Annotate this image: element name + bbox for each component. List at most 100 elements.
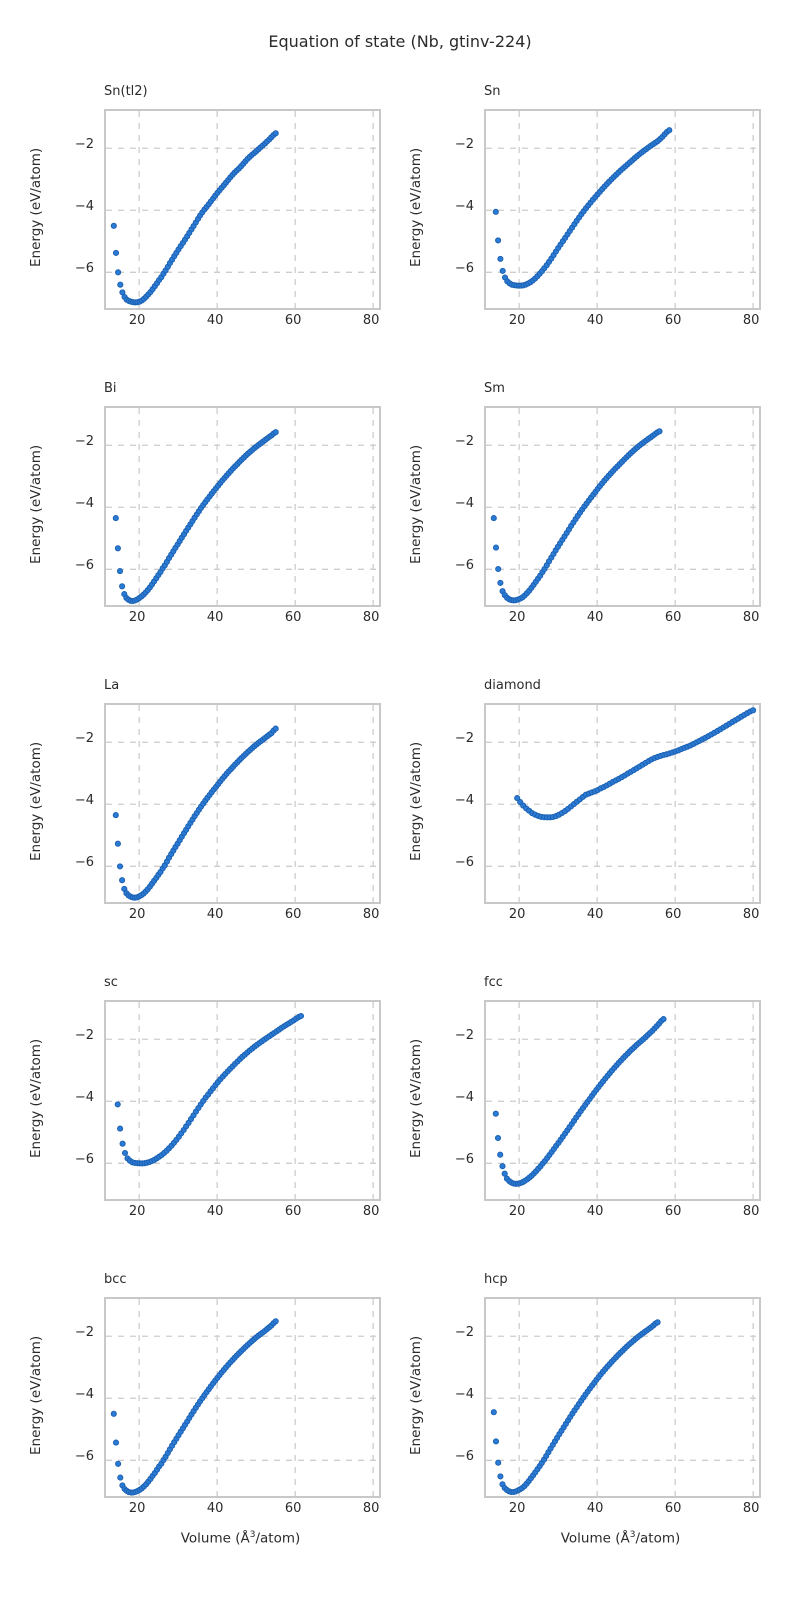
subplot-title: sc — [104, 975, 118, 990]
x-tick-label: 20 — [508, 313, 526, 328]
gridlines — [106, 1002, 379, 1199]
gridlines — [106, 111, 379, 308]
x-tick-label: 60 — [284, 907, 302, 922]
y-tick-label: −2 — [74, 731, 94, 747]
data-points — [114, 1012, 305, 1167]
y-axis-label: Energy (eV/atom) — [28, 741, 44, 862]
x-axis-label-prefix: Volume (Å — [560, 1530, 630, 1547]
x-tick-label: 20 — [128, 610, 146, 625]
plot-body: Energy (eV/atom) −2 −4 −6 — [20, 109, 400, 310]
subplot-title: Sm — [484, 381, 505, 396]
x-tick-label: 80 — [742, 313, 760, 328]
subplot: hcp Energy (eV/atom) −2 −4 −6 20 40 60 80 Vol… — [400, 1269, 780, 1560]
x-axis-label-prefix: Volume (Å — [180, 1530, 250, 1547]
y-tick-label: −6 — [74, 1449, 94, 1465]
data-points — [112, 725, 279, 901]
plot-body: Energy (eV/atom) −2 −4 −6 — [400, 406, 780, 607]
x-tick-label: 60 — [284, 1501, 302, 1516]
plot-area — [484, 109, 761, 310]
x-tick-label: 20 — [508, 1501, 526, 1516]
plot-body: Energy (eV/atom) −2 −4 −6 — [400, 1297, 780, 1498]
x-tick-label: 20 — [508, 610, 526, 625]
x-tick-label: 20 — [128, 1204, 146, 1219]
x-tick-label: 20 — [128, 1501, 146, 1516]
gridlines — [106, 705, 379, 902]
subplot-title: diamond — [484, 678, 541, 693]
plot-body: Energy (eV/atom) −2 −4 −6 — [400, 109, 780, 310]
y-axis-label: Energy (eV/atom) — [28, 444, 44, 565]
x-tick-label: 60 — [664, 313, 682, 328]
data-points — [110, 130, 279, 306]
x-tick-labels: 20 40 60 80 — [20, 306, 400, 336]
y-tick-label: −4 — [74, 793, 94, 809]
x-axis-label: Volume (Å3/atom) — [104, 1524, 377, 1560]
y-tick-label: −2 — [74, 1028, 94, 1044]
x-tick-labels: 20 40 60 80 — [400, 603, 780, 633]
y-tick-label: −2 — [454, 137, 474, 153]
plot-area — [484, 703, 761, 904]
x-tick-label: 60 — [284, 610, 302, 625]
x-tick-label: 80 — [742, 1501, 760, 1516]
subplot-title: fcc — [484, 975, 503, 990]
subplot: diamond Energy (eV/atom) −2 −4 −6 20 40 60 80… — [400, 675, 780, 930]
x-tick-label: 80 — [362, 1204, 380, 1219]
data-points — [490, 428, 663, 604]
y-tick-label: −6 — [74, 855, 94, 871]
y-tick-label: −4 — [454, 199, 474, 215]
plot-area — [104, 406, 381, 607]
y-tick-label: −4 — [454, 1090, 474, 1106]
scatter-plot-svg — [106, 705, 379, 902]
data-points — [112, 429, 279, 605]
gridlines — [486, 1299, 759, 1496]
plot-body: Energy (eV/atom) −2 −4 −6 — [400, 703, 780, 904]
x-axis-label: Volume (Å3/atom) — [484, 1524, 757, 1560]
y-tick-label: −2 — [74, 137, 94, 153]
y-tick-label: −4 — [454, 1387, 474, 1403]
x-tick-label: 80 — [742, 1204, 760, 1219]
scatter-plot-svg — [486, 1002, 759, 1199]
x-tick-labels: 20 40 60 80 — [400, 900, 780, 930]
data-points — [492, 1016, 667, 1187]
x-tick-label: 80 — [742, 610, 760, 625]
plot-body: Energy (eV/atom) −2 −4 −6 — [20, 406, 400, 607]
y-tick-label: −6 — [454, 855, 474, 871]
scatter-plot-svg — [486, 408, 759, 605]
x-tick-label: 80 — [362, 313, 380, 328]
x-tick-label: 20 — [508, 1204, 526, 1219]
x-tick-label: 60 — [284, 1204, 302, 1219]
gridlines — [486, 408, 759, 605]
y-tick-label: −2 — [454, 434, 474, 450]
x-tick-label: 40 — [586, 1204, 604, 1219]
subplot-title: Sn — [484, 84, 501, 99]
x-tick-label: 60 — [664, 1204, 682, 1219]
x-tick-labels: 20 40 60 80 — [400, 306, 780, 336]
scatter-plot-svg — [106, 1299, 379, 1496]
y-tick-label: −6 — [74, 558, 94, 574]
subplot-title: bcc — [104, 1272, 127, 1287]
y-axis-label: Energy (eV/atom) — [28, 147, 44, 268]
x-tick-label: 80 — [362, 610, 380, 625]
y-axis-label: Energy (eV/atom) — [28, 1335, 44, 1456]
y-axis-label: Energy (eV/atom) — [408, 1038, 424, 1159]
y-tick-label: −2 — [74, 434, 94, 450]
x-tick-label: 20 — [128, 313, 146, 328]
plot-body: Energy (eV/atom) −2 −4 −6 — [20, 1297, 400, 1498]
subplot: Sn(tl2) Energy (eV/atom) −2 −4 −6 20 40 60 80… — [20, 81, 400, 336]
x-tick-labels: 20 40 60 80 — [20, 603, 400, 633]
y-axis-label: Energy (eV/atom) — [408, 1335, 424, 1456]
scatter-plot-svg — [106, 408, 379, 605]
x-tick-label: 40 — [206, 313, 224, 328]
subplot-title: Bi — [104, 381, 117, 396]
plot-area — [484, 1297, 761, 1498]
gridlines — [106, 1299, 379, 1496]
y-tick-label: −6 — [74, 1152, 94, 1168]
scatter-plot-svg — [106, 111, 379, 308]
y-tick-label: −4 — [74, 1387, 94, 1403]
y-tick-label: −2 — [454, 1028, 474, 1044]
subplot-title: La — [104, 678, 120, 693]
x-tick-label: 60 — [664, 1501, 682, 1516]
x-tick-labels: 20 40 60 80 — [20, 1494, 400, 1524]
y-tick-label: −6 — [454, 1449, 474, 1465]
